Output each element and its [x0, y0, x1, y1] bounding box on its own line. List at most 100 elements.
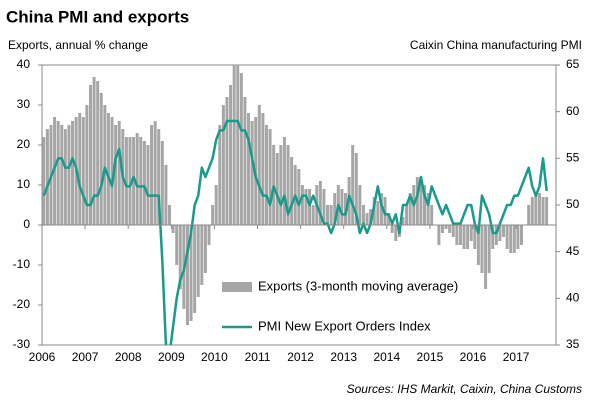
bar	[157, 129, 161, 225]
bar	[394, 225, 398, 241]
bar	[279, 145, 283, 225]
bar	[171, 225, 175, 233]
legend-label: PMI New Export Orders Index	[258, 318, 431, 333]
line	[42, 119, 548, 345]
bar	[476, 225, 480, 265]
bar	[189, 225, 193, 321]
bar	[365, 213, 369, 225]
bar	[440, 225, 444, 233]
bar	[110, 117, 114, 225]
bar	[243, 97, 247, 225]
bar	[261, 113, 265, 225]
x-tick-label: 2012	[287, 350, 314, 364]
legend-label: Exports (3-month moving average)	[258, 278, 458, 293]
bar	[351, 145, 355, 225]
bar	[308, 189, 312, 225]
bar	[530, 197, 534, 225]
bar	[225, 97, 229, 225]
bar	[527, 205, 531, 225]
y-axis-title: Exports, annual % change	[8, 38, 148, 52]
y-tick-label: -10	[13, 257, 31, 271]
bar	[537, 193, 541, 225]
bar	[376, 201, 380, 225]
bar	[379, 193, 383, 225]
bar	[45, 129, 49, 225]
bar	[282, 137, 286, 225]
bar	[487, 225, 491, 273]
bar	[85, 105, 89, 225]
y-tick-label: 10	[17, 177, 31, 191]
bar	[326, 205, 330, 225]
bar	[99, 93, 103, 225]
bar	[247, 113, 251, 225]
y-tick-label: 0	[23, 217, 30, 231]
plot-clip	[42, 65, 549, 345]
bar	[139, 137, 143, 225]
y2-tick-label: 60	[566, 104, 580, 118]
bar	[455, 225, 459, 245]
bar	[286, 145, 290, 225]
bar	[239, 73, 243, 225]
bar	[211, 205, 215, 225]
y2-tick-label: 45	[566, 244, 580, 258]
bar	[203, 225, 207, 273]
bar	[304, 189, 308, 225]
bar	[545, 197, 549, 225]
y-tick-label: 40	[17, 57, 31, 71]
bar	[358, 185, 362, 225]
bar	[290, 157, 294, 225]
bar	[401, 217, 405, 225]
bar	[42, 137, 46, 225]
legend-swatch	[222, 282, 252, 292]
bar	[405, 205, 409, 225]
bar	[236, 65, 240, 225]
bar	[297, 169, 301, 225]
bar	[67, 125, 71, 225]
y2-tick-label: 65	[566, 57, 580, 71]
bar	[516, 225, 520, 249]
bar	[106, 113, 110, 225]
bar	[534, 193, 538, 225]
bar	[232, 65, 236, 225]
bar	[300, 185, 304, 225]
bar	[264, 125, 268, 225]
bar	[221, 105, 225, 225]
y-tick-label: -20	[13, 297, 31, 311]
y2-tick-label: 40	[566, 291, 580, 305]
bar	[519, 225, 523, 245]
bar	[444, 225, 448, 229]
bar	[419, 177, 423, 225]
bar	[480, 225, 484, 273]
bar	[318, 181, 322, 225]
bar	[329, 205, 333, 225]
bar	[153, 121, 157, 225]
bar	[408, 193, 412, 225]
bar	[142, 141, 146, 225]
bar	[78, 113, 82, 225]
bar	[390, 225, 394, 233]
x-tick-label: 2007	[72, 350, 99, 364]
bar	[354, 153, 358, 225]
bar	[268, 129, 272, 225]
bar	[415, 177, 419, 225]
bar	[175, 225, 179, 265]
bar	[322, 189, 326, 225]
bar	[250, 121, 254, 225]
bar	[185, 225, 189, 325]
y-tick-label: 20	[17, 137, 31, 151]
bar	[469, 225, 473, 241]
bar	[426, 193, 430, 225]
bar	[196, 225, 200, 297]
bar	[369, 209, 373, 225]
x-tick-label: 2013	[330, 350, 357, 364]
bar	[491, 225, 495, 249]
bar	[387, 213, 391, 225]
x-tick-label: 2011	[245, 350, 271, 364]
x-tick-label: 2016	[460, 350, 487, 364]
bar	[458, 225, 462, 245]
bar	[466, 225, 470, 249]
bar	[473, 225, 477, 249]
bar	[423, 185, 427, 225]
x-tick-label: 2015	[417, 350, 444, 364]
bar	[512, 225, 516, 253]
